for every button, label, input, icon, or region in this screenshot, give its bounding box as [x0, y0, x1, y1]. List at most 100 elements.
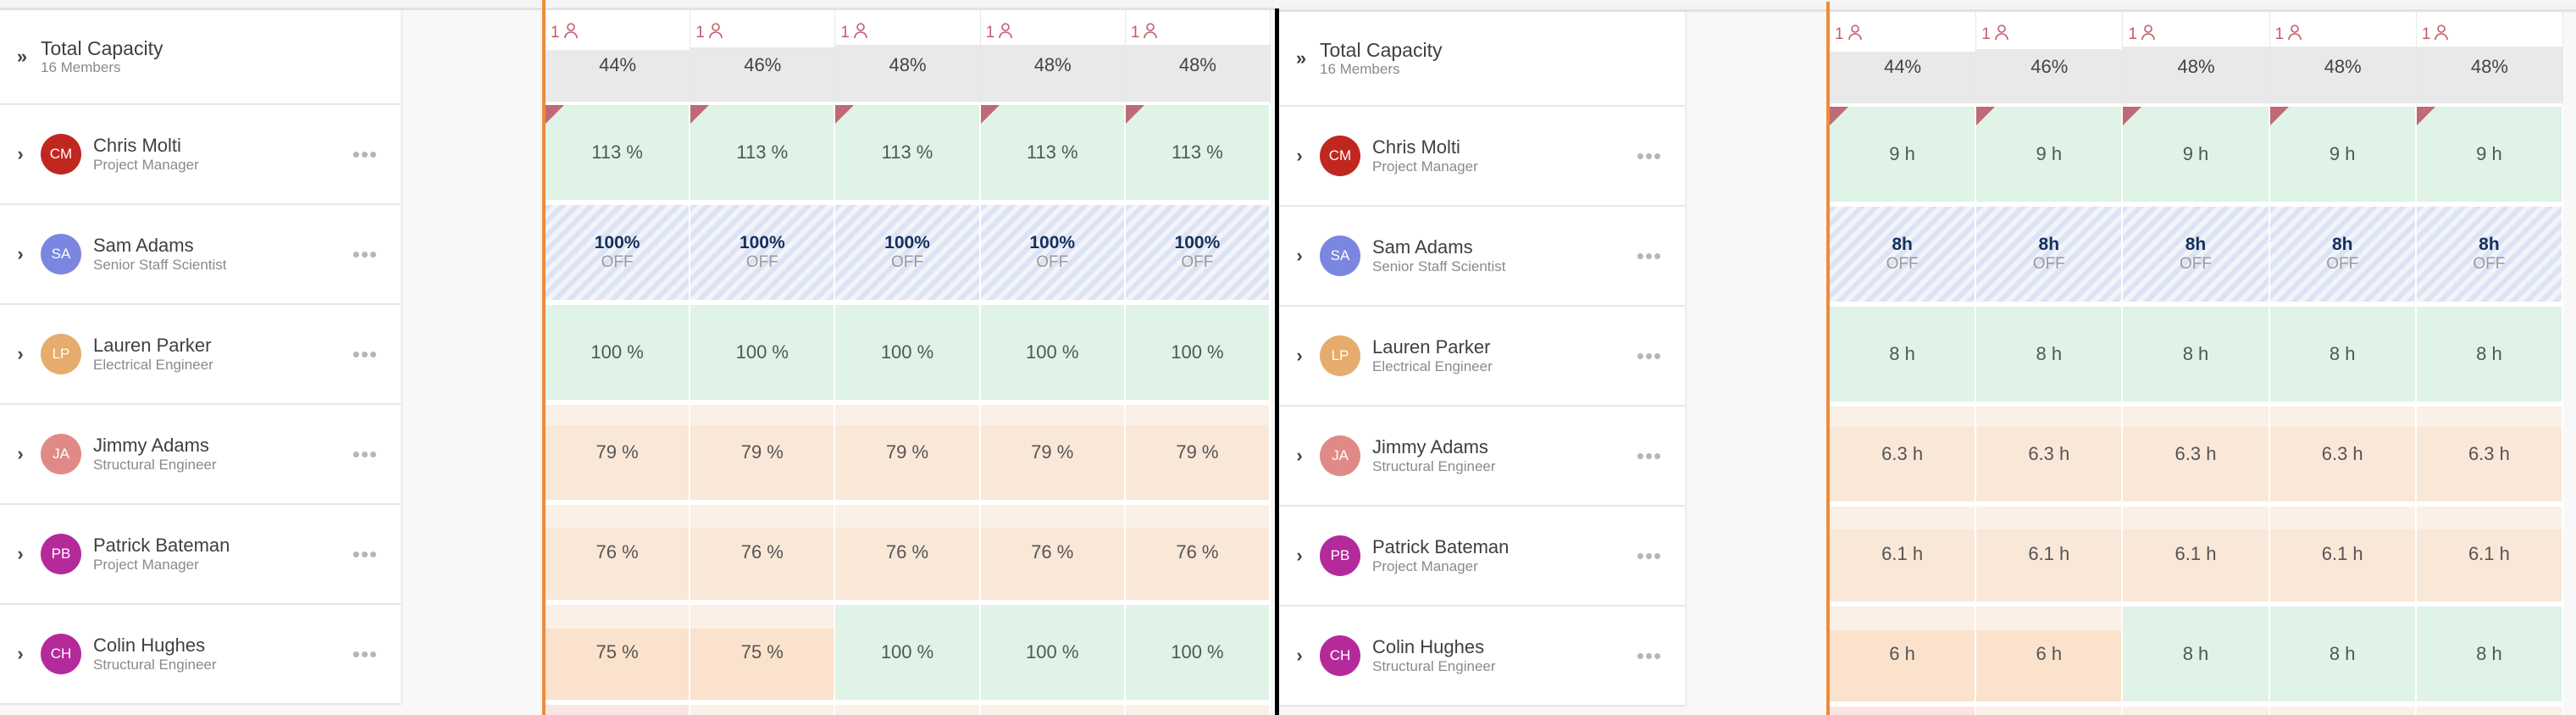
capacity-cell[interactable]: 100 % — [835, 605, 981, 705]
capacity-cell[interactable]: 6.1 h — [2123, 507, 2270, 607]
more-horizontal-icon[interactable]: ••• — [1636, 442, 1663, 468]
capacity-cell[interactable]: 6.1 h — [1830, 507, 1977, 607]
chevron-right-icon[interactable]: › — [1296, 645, 1303, 666]
capacity-cell[interactable]: 8 h — [1830, 307, 1977, 407]
capacity-cell[interactable]: 100 % — [690, 305, 836, 405]
chevron-right-icon[interactable]: › — [1296, 345, 1303, 366]
capacity-cell[interactable]: 113 % — [1125, 105, 1271, 205]
member-row[interactable]: › SA Sam Adams Senior Staff Scientist ••• — [1279, 207, 1685, 307]
capacity-cell[interactable]: 100% OFF — [1125, 205, 1271, 305]
total-capacity-cell[interactable]: 1 48% — [2123, 12, 2270, 107]
more-horizontal-icon[interactable]: ••• — [1636, 242, 1663, 269]
chevron-right-icon[interactable]: › — [17, 243, 24, 264]
capacity-cell[interactable]: 6 h — [1830, 607, 1977, 707]
capacity-cell[interactable]: 76 % — [835, 505, 981, 605]
capacity-cell[interactable]: 79 % — [835, 405, 981, 505]
capacity-cell[interactable] — [1125, 705, 1271, 715]
capacity-cell[interactable]: 6.3 h — [2123, 407, 2270, 507]
capacity-cell[interactable]: 113 % — [980, 105, 1126, 205]
chevron-right-icon[interactable]: › — [17, 543, 24, 564]
member-row[interactable]: › SA Sam Adams Senior Staff Scientist ••• — [0, 205, 401, 305]
capacity-cell[interactable]: 100% OFF — [690, 205, 836, 305]
total-capacity-row[interactable]: » Total Capacity 16 Members — [1279, 12, 1685, 107]
capacity-cell[interactable]: 75 % — [546, 605, 691, 705]
more-horizontal-icon[interactable]: ••• — [352, 341, 379, 367]
total-capacity-cell[interactable]: 1 44% — [1830, 12, 1977, 107]
more-horizontal-icon[interactable]: ••• — [1636, 542, 1663, 568]
capacity-cell[interactable]: 6.3 h — [2269, 407, 2417, 507]
more-horizontal-icon[interactable]: ••• — [1636, 142, 1663, 169]
member-row[interactable]: › CH Colin Hughes Structural Engineer ••• — [0, 605, 401, 705]
capacity-cell[interactable]: 113 % — [835, 105, 981, 205]
capacity-cell[interactable]: 8h OFF — [1830, 207, 1977, 307]
capacity-cell[interactable]: 9 h — [1976, 107, 2124, 207]
capacity-cell[interactable]: 8h OFF — [2123, 207, 2270, 307]
capacity-cell[interactable] — [2123, 707, 2270, 715]
member-row[interactable]: › PB Patrick Bateman Project Manager ••• — [1279, 507, 1685, 607]
capacity-cell[interactable]: 8 h — [2416, 307, 2564, 407]
capacity-cell[interactable]: 76 % — [980, 505, 1126, 605]
capacity-cell[interactable]: 76 % — [1125, 505, 1271, 605]
capacity-cell[interactable]: 6.3 h — [1830, 407, 1977, 507]
capacity-cell[interactable]: 8 h — [2416, 607, 2564, 707]
capacity-cell[interactable]: 8h OFF — [2269, 207, 2417, 307]
capacity-cell[interactable]: 8h OFF — [1976, 207, 2124, 307]
capacity-cell[interactable]: 8h OFF — [2416, 207, 2564, 307]
capacity-cell[interactable]: 8 h — [2123, 607, 2270, 707]
total-capacity-cell[interactable]: 1 48% — [835, 10, 981, 105]
capacity-cell[interactable]: 6.3 h — [1976, 407, 2124, 507]
member-row[interactable]: › PB Patrick Bateman Project Manager ••• — [0, 505, 401, 605]
capacity-cell[interactable]: 6.1 h — [2269, 507, 2417, 607]
total-capacity-row[interactable]: » Total Capacity 16 Members — [0, 10, 401, 105]
capacity-cell[interactable]: 8 h — [2123, 307, 2270, 407]
member-row[interactable]: › CH Colin Hughes Structural Engineer ••• — [1279, 607, 1685, 707]
total-capacity-cell[interactable]: 1 48% — [2269, 12, 2417, 107]
capacity-cell[interactable]: 100 % — [546, 305, 691, 405]
capacity-cell[interactable]: 79 % — [1125, 405, 1271, 505]
total-capacity-cell[interactable]: 1 46% — [690, 10, 836, 105]
capacity-cell[interactable] — [1976, 707, 2124, 715]
capacity-cell[interactable]: 113 % — [690, 105, 836, 205]
chevron-right-icon[interactable]: › — [1296, 145, 1303, 166]
capacity-cell[interactable]: 76 % — [690, 505, 836, 605]
capacity-cell[interactable] — [835, 705, 981, 715]
capacity-cell[interactable]: 79 % — [980, 405, 1126, 505]
capacity-cell[interactable]: 100% OFF — [546, 205, 691, 305]
more-horizontal-icon[interactable]: ••• — [352, 640, 379, 667]
member-row[interactable]: › CM Chris Molti Project Manager ••• — [1279, 107, 1685, 207]
more-horizontal-icon[interactable]: ••• — [352, 441, 379, 467]
total-capacity-cell[interactable]: 1 48% — [1125, 10, 1271, 105]
chevron-right-icon[interactable]: › — [1296, 245, 1303, 266]
chevron-right-icon[interactable]: › — [1296, 545, 1303, 566]
capacity-cell[interactable]: 100 % — [980, 605, 1126, 705]
capacity-cell[interactable]: 8 h — [2269, 307, 2417, 407]
capacity-cell[interactable] — [690, 705, 836, 715]
double-chevron-right-icon[interactable]: » — [16, 46, 27, 67]
capacity-cell[interactable]: 6.1 h — [1976, 507, 2124, 607]
capacity-cell[interactable]: 100 % — [1125, 605, 1271, 705]
capacity-cell[interactable]: 100% OFF — [835, 205, 981, 305]
total-capacity-cell[interactable]: 1 46% — [1976, 12, 2124, 107]
capacity-cell[interactable] — [2416, 707, 2564, 715]
more-horizontal-icon[interactable]: ••• — [1636, 342, 1663, 369]
chevron-right-icon[interactable]: › — [1296, 445, 1303, 466]
capacity-cell[interactable]: 100 % — [980, 305, 1126, 405]
chevron-right-icon[interactable]: › — [17, 343, 24, 364]
member-row[interactable]: › JA Jimmy Adams Structural Engineer ••• — [1279, 407, 1685, 507]
capacity-cell[interactable] — [980, 705, 1126, 715]
total-capacity-cell[interactable]: 1 48% — [980, 10, 1126, 105]
capacity-cell[interactable]: 79 % — [690, 405, 836, 505]
chevron-right-icon[interactable]: › — [17, 143, 24, 164]
capacity-cell[interactable] — [546, 705, 691, 715]
capacity-cell[interactable]: 8 h — [2269, 607, 2417, 707]
capacity-cell[interactable]: 75 % — [690, 605, 836, 705]
capacity-cell[interactable]: 9 h — [2269, 107, 2417, 207]
capacity-cell[interactable] — [1830, 707, 1977, 715]
more-horizontal-icon[interactable]: ••• — [352, 141, 379, 167]
chevron-right-icon[interactable]: › — [17, 643, 24, 664]
capacity-cell[interactable]: 100% OFF — [980, 205, 1126, 305]
total-capacity-cell[interactable]: 1 48% — [2416, 12, 2564, 107]
total-capacity-cell[interactable]: 1 44% — [546, 10, 691, 105]
member-row[interactable]: › CM Chris Molti Project Manager ••• — [0, 105, 401, 205]
more-horizontal-icon[interactable]: ••• — [352, 540, 379, 567]
